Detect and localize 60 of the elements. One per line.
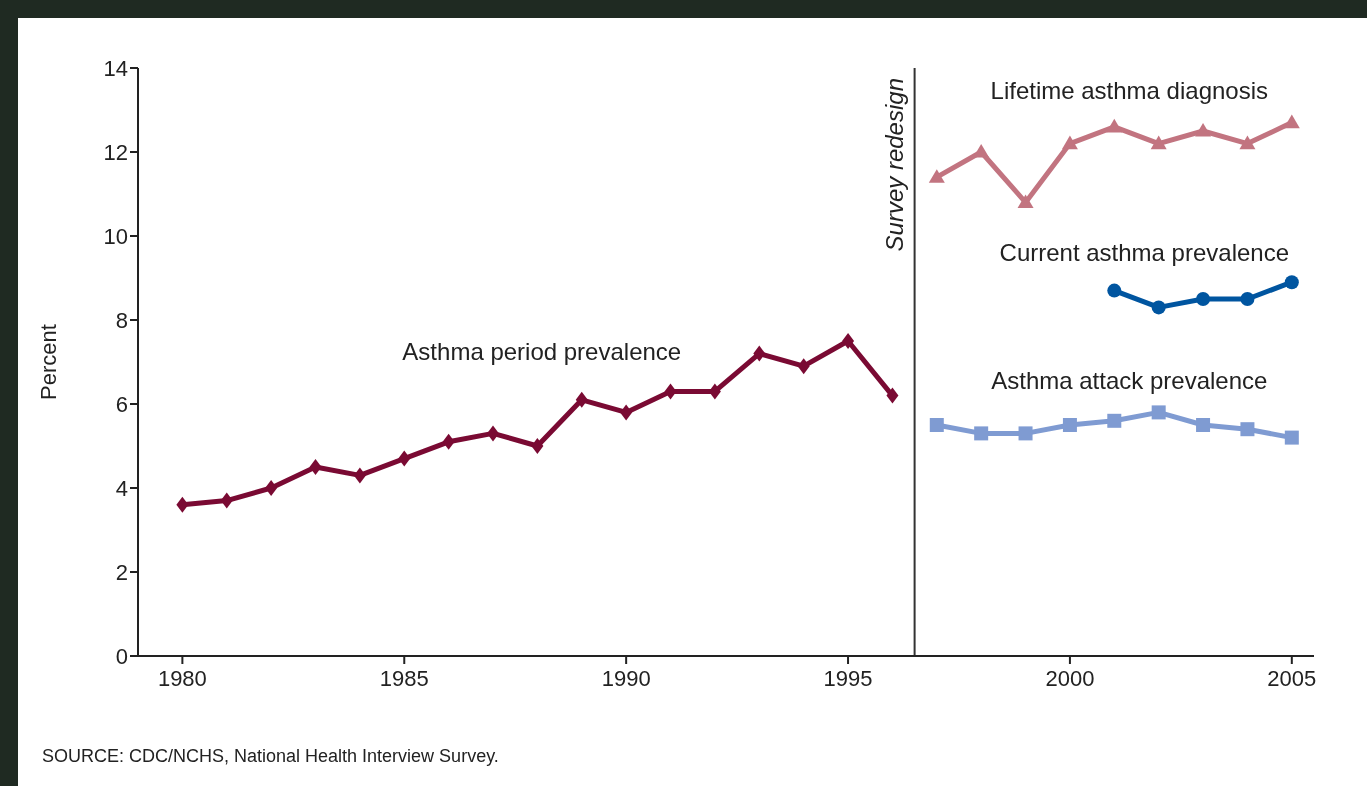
point (442, 433, 455, 450)
point (220, 492, 233, 509)
point (753, 345, 766, 362)
point (928, 169, 945, 183)
point (1107, 283, 1122, 298)
point (1018, 426, 1033, 441)
series-label: Lifetime asthma diagnosis (990, 76, 1269, 104)
point (1017, 194, 1034, 208)
point (1284, 430, 1299, 445)
point (1283, 114, 1300, 129)
point (620, 404, 633, 421)
point (1061, 135, 1078, 150)
source-note: SOURCE: CDC/NCHS, National Health Interview Survey. (42, 746, 499, 767)
point (575, 391, 588, 408)
point (1107, 413, 1122, 428)
point (797, 358, 810, 375)
x-tick-label: 1995 (823, 665, 873, 691)
point (1106, 118, 1123, 133)
point (353, 467, 366, 484)
y-tick-label: 6 (115, 391, 128, 417)
series-label: Asthma period prevalence (402, 337, 682, 365)
ref-line-label: Survey redesign (880, 78, 908, 252)
y-tick-label: 12 (103, 139, 128, 165)
point (1196, 418, 1211, 432)
point (531, 438, 544, 454)
point (309, 459, 322, 475)
point (1284, 275, 1299, 290)
y-tick-label: 4 (115, 475, 128, 501)
x-tick-label: 2005 (1267, 665, 1317, 691)
point (1151, 300, 1166, 315)
point (265, 480, 278, 496)
series-label: Asthma attack prevalence (991, 366, 1268, 394)
point (1240, 292, 1255, 306)
point (1062, 418, 1077, 432)
point (1150, 135, 1167, 150)
point (1195, 123, 1212, 137)
point (886, 387, 899, 404)
x-tick-label: 2000 (1045, 665, 1095, 691)
point (1240, 422, 1255, 437)
x-tick-label: 1980 (157, 665, 207, 691)
point (487, 425, 500, 442)
y-axis-title: Percent (35, 324, 61, 400)
point (929, 418, 944, 432)
y-tick-label: 14 (103, 55, 128, 81)
point (398, 450, 411, 467)
point (1151, 405, 1166, 420)
x-tick-label: 1990 (601, 665, 651, 691)
point (1196, 292, 1211, 306)
x-tick-label: 1985 (379, 665, 429, 691)
point (664, 383, 677, 400)
y-tick-label: 8 (115, 307, 128, 333)
y-tick-label: 2 (115, 559, 128, 585)
point (974, 426, 989, 441)
y-tick-label: 10 (103, 223, 128, 249)
y-tick-label: 0 (115, 643, 128, 669)
point (842, 333, 855, 349)
point (1239, 135, 1256, 150)
series-label: Current asthma prevalence (999, 238, 1290, 266)
point (708, 383, 721, 400)
point (176, 496, 189, 513)
